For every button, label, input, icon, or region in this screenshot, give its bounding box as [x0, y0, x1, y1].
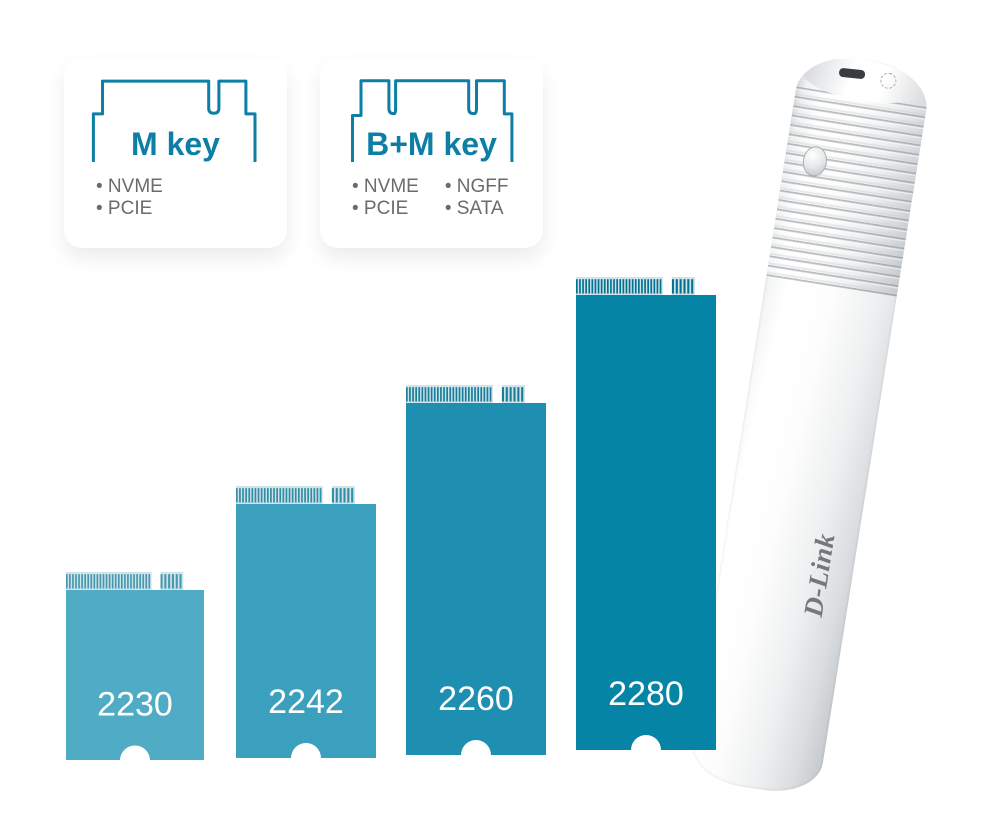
svg-text:2260: 2260: [438, 680, 514, 718]
svg-text:2280: 2280: [608, 675, 684, 713]
svg-text:2242: 2242: [268, 683, 344, 721]
svg-text:2230: 2230: [97, 685, 173, 723]
